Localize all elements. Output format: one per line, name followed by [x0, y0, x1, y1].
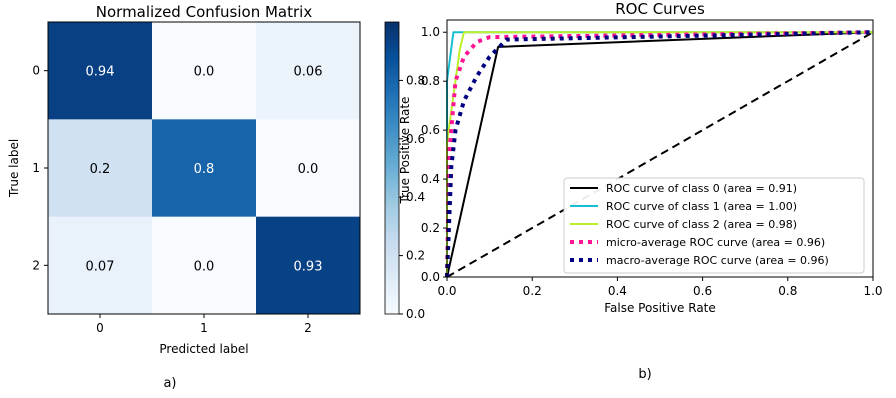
colorbar-tick-label: 0.0 — [406, 307, 425, 321]
roc-ytick-label: 1.0 — [421, 25, 440, 39]
cm-cell-value: 0.0 — [194, 65, 215, 80]
roc-xtick-label: 0.6 — [693, 284, 712, 298]
cm-cell-value: 0.06 — [294, 65, 323, 80]
cm-xtick-label: 1 — [200, 321, 208, 335]
roc-legend: ROC curve of class 0 (area = 0.91) ROC cu… — [563, 177, 865, 274]
roc-ytick-label: 0.8 — [421, 74, 440, 88]
roc-ytick-label: 0.2 — [421, 221, 440, 235]
legend-label: macro-average ROC curve (area = 0.96) — [606, 254, 829, 267]
legend-label: micro-average ROC curve (area = 0.96) — [606, 236, 825, 249]
roc-xtick-label: 0.4 — [608, 284, 627, 298]
roc-xtick-label: 0.0 — [437, 284, 456, 298]
cm-xlabel: Predicted label — [159, 342, 248, 356]
legend-box — [563, 177, 865, 274]
cm-cell — [256, 119, 361, 218]
legend-label: ROC curve of class 0 (area = 0.91) — [606, 182, 797, 195]
legend-label: ROC curve of class 1 (area = 1.00) — [606, 200, 797, 213]
roc-ylabel: True Positive Rate — [398, 97, 412, 205]
cm-cell — [48, 22, 153, 120]
cm-cell-value: 0.93 — [294, 259, 323, 274]
cm-cell — [152, 22, 257, 120]
colorbar: 0.0 0.2 0.4 0.6 0.8 — [384, 21, 425, 321]
roc-series-line — [445, 30, 874, 278]
legend-label: ROC curve of class 2 (area = 0.98) — [606, 218, 797, 231]
cm-title: Normalized Confusion Matrix — [96, 3, 313, 21]
colorbar-tick-label: 0.6 — [406, 132, 425, 146]
cm-cell — [152, 119, 257, 218]
roc-ytick-label: 0.6 — [421, 123, 440, 137]
cm-cell — [256, 216, 361, 315]
roc-ytick-label: 0.0 — [421, 270, 440, 284]
cm-ytick-label: 2 — [32, 258, 40, 272]
roc-xtick-label: 0.2 — [523, 284, 542, 298]
roc-ytick-label: 0.4 — [421, 172, 440, 186]
cm-xtick-label: 2 — [304, 321, 312, 335]
roc-title: ROC Curves — [615, 0, 705, 18]
cm-cell-value: 0.8 — [194, 162, 215, 177]
chance-diagonal-line — [446, 31, 874, 278]
cm-cell-value: 0.2 — [90, 162, 111, 177]
cm-cell-value: 0.94 — [86, 65, 115, 80]
cm-cell — [48, 119, 153, 218]
cm-ylabel: True label — [7, 139, 21, 198]
cm-cell — [48, 216, 153, 315]
roc-series-line — [445, 30, 874, 278]
colorbar-gradient — [384, 21, 400, 315]
roc-chart: ROC Curves 0.0 0.2 0.4 0.6 0.8 1.0 0.0 0.2 0.4 0.… — [398, 0, 883, 382]
roc-series-line — [446, 31, 874, 278]
cm-cell-value: 0.0 — [194, 259, 215, 274]
cm-ytick-label: 1 — [32, 161, 40, 175]
cm-cell-value: 0.07 — [86, 259, 115, 274]
confusion-matrix: Normalized Confusion Matrix 0.94 0.0 0.06 0… — [7, 3, 361, 391]
cm-cell — [152, 216, 257, 315]
roc-xlabel: False Positive Rate — [604, 301, 716, 315]
roc-frame — [446, 19, 874, 278]
roc-caption: b) — [638, 367, 651, 382]
colorbar-tick-label: 0.2 — [406, 249, 425, 263]
roc-xtick-label: 1.0 — [863, 284, 882, 298]
cm-caption: a) — [163, 376, 176, 391]
cm-cell — [256, 22, 361, 120]
cm-cell-value: 0.0 — [298, 162, 319, 177]
colorbar-tick-label: 0.4 — [406, 190, 425, 204]
cm-ytick-label: 0 — [32, 64, 40, 78]
cm-xtick-label: 0 — [96, 321, 104, 335]
colorbar-tick-label: 0.8 — [406, 73, 425, 87]
roc-xtick-label: 0.8 — [778, 284, 797, 298]
